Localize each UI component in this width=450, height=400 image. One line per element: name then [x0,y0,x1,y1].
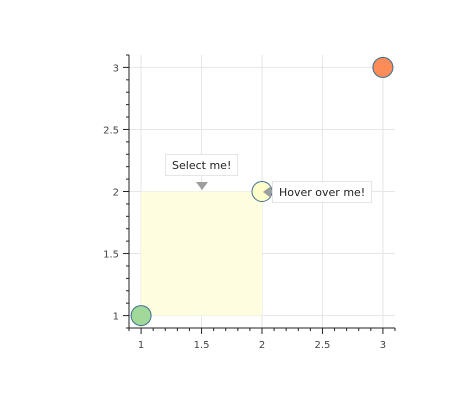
x-tick-label-0: 1 [138,340,144,351]
y-tick-label-2: 2 [113,188,119,199]
y-tick-label-0: 1 [113,312,119,323]
x-tick-label-1: 1.5 [194,340,210,351]
selection-box[interactable] [141,191,262,316]
y-tick-label-3: 2.5 [103,125,119,136]
x-tick-label-2: 2 [259,340,265,351]
y-tick-label-1: 1.5 [103,250,119,261]
tooltip-hover-pointer-icon [263,185,271,198]
data-point-0[interactable] [130,305,152,327]
x-tick-label-4: 3 [380,340,386,351]
tooltip-select: Select me! [165,153,239,176]
axes: 1 1.5 2 2.5 3 1 1.5 2 2.5 3 [103,54,396,351]
x-tick-label-3: 2.5 [315,340,331,351]
tooltip-hover: Hover over me! [272,180,373,203]
data-point-2[interactable] [372,56,394,78]
y-tick-label-4: 3 [113,63,119,74]
tooltip-select-pointer-icon [195,181,208,190]
